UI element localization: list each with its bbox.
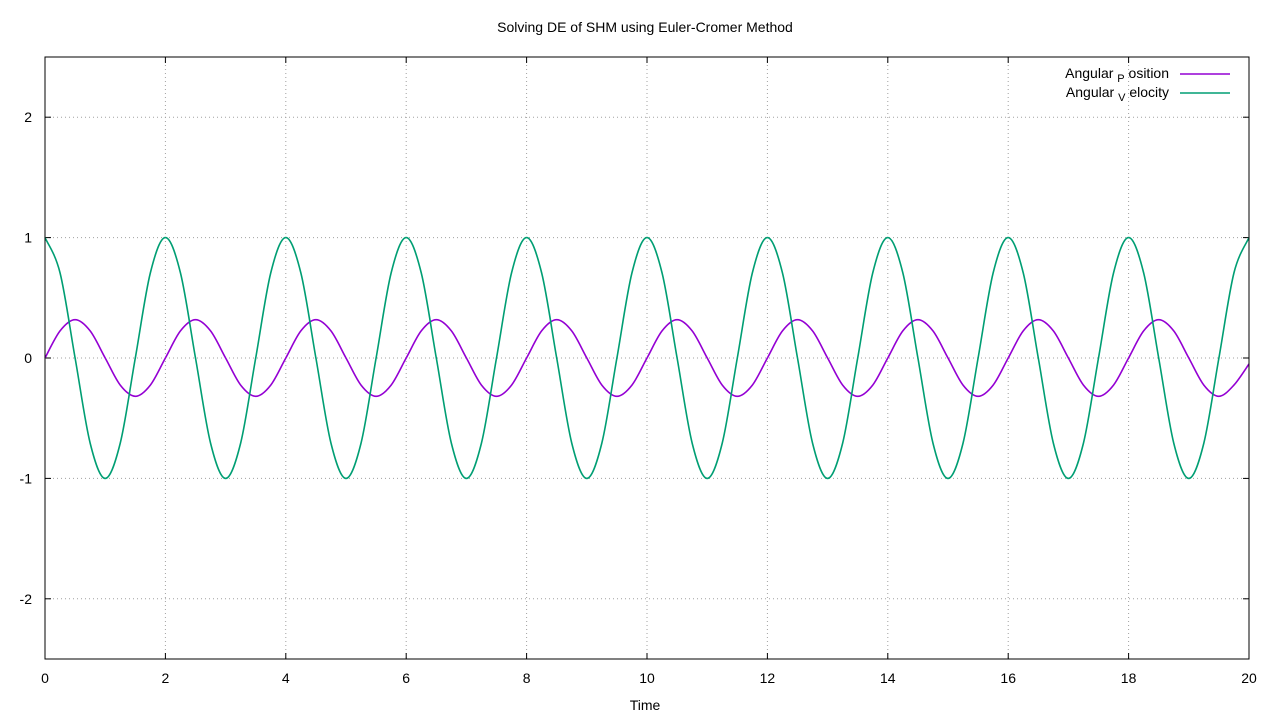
- y-tick-label: 0: [24, 350, 32, 366]
- y-tick-label: 1: [24, 230, 32, 246]
- series-line-angular-velocity: [44, 236, 1250, 480]
- x-tick-label: 20: [1241, 670, 1257, 686]
- x-tick-label: 4: [282, 670, 290, 686]
- x-axis-title: Time: [630, 697, 661, 713]
- y-tick-label: -2: [20, 591, 33, 607]
- y-tick-label: -1: [20, 470, 33, 486]
- x-tick-label: 14: [880, 670, 896, 686]
- x-tick-label: 18: [1121, 670, 1137, 686]
- y-tick-label: 2: [24, 109, 32, 125]
- legend-label-position: Angular P osition: [1065, 65, 1169, 85]
- chart-title: Solving DE of SHM using Euler-Cromer Met…: [497, 19, 793, 35]
- legend-label-velocity: Angular V elocity: [1066, 84, 1169, 104]
- y-tick-labels: -2 -1 0 1 2: [20, 109, 33, 607]
- x-tick-label: 8: [523, 670, 531, 686]
- legend: Angular P osition Angular V elocity: [1065, 65, 1230, 104]
- x-tick-label: 16: [1000, 670, 1016, 686]
- x-tick-label: 6: [402, 670, 410, 686]
- x-tick-label: 2: [162, 670, 170, 686]
- x-tick-label: 12: [760, 670, 776, 686]
- x-tick-label: 10: [639, 670, 655, 686]
- legend-entry-position: Angular P osition: [1065, 65, 1230, 85]
- x-tick-labels: 0 2 4 6 8 10 12 14 16 18 20: [41, 670, 1257, 686]
- plot-frame: [44, 56, 1250, 660]
- x-tick-label: 0: [41, 670, 49, 686]
- axis-ticks: [44, 57, 1250, 659]
- legend-entry-velocity: Angular V elocity: [1066, 84, 1230, 104]
- series-lines: [44, 236, 1250, 480]
- series-line-angular-position: [44, 318, 1250, 398]
